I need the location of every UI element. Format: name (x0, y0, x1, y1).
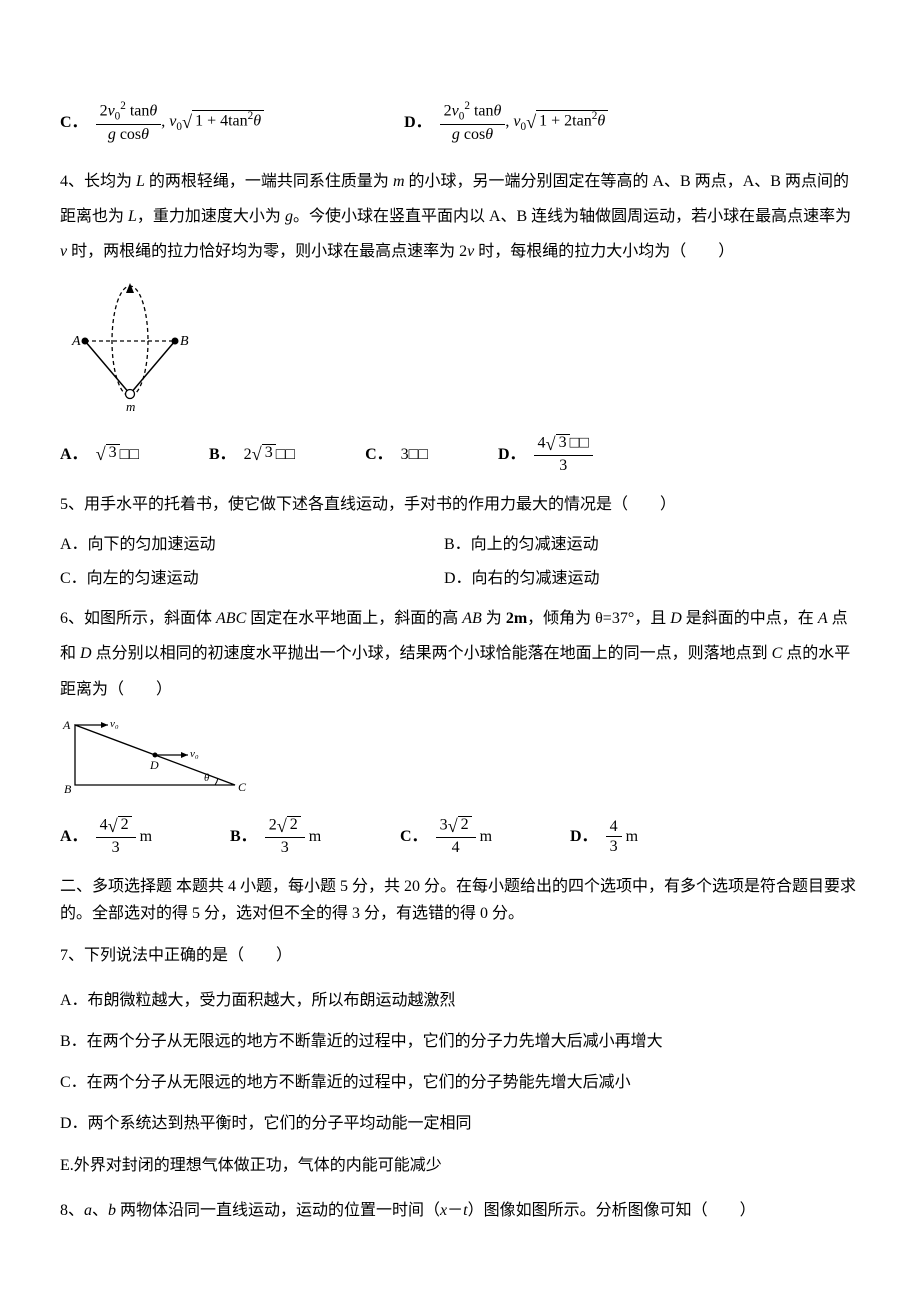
section2-heading: 二、多项选择题 本题共 4 小题，每小题 5 分，共 20 分。在每小题给出的四… (60, 873, 860, 927)
q6-opt-a-label: A． (60, 824, 88, 850)
q4-opt-d-label: D． (498, 446, 526, 463)
q6-diagram: A B C D v₀ v₀ θ (60, 717, 860, 806)
q6-opt-c-frac: 3√24 (436, 815, 476, 859)
q3-opt-c-frac: 2v02 tanθ g cosθ (96, 100, 162, 146)
q7-stem: 7、下列说法中正确的是（ ） (60, 938, 860, 973)
q7-opt-c: C．在两个分子从无限远的地方不断靠近的过程中，它们的分子势能先增大后减小 (60, 1065, 860, 1100)
q6-opt-d-label: D． (570, 824, 598, 850)
q5-options-row2: C．向左的匀速运动 D．向右的匀减速运动 (60, 566, 860, 592)
q7-opt-d: D．两个系统达到热平衡时，它们的分子平均动能一定相同 (60, 1106, 860, 1141)
svg-text:θ: θ (204, 772, 210, 784)
svg-text:B: B (180, 334, 189, 349)
q3-opt-c-label: C． (60, 110, 88, 136)
svg-text:D: D (149, 758, 159, 772)
q3-opt-c-num: 2v02 tanθ (96, 100, 162, 125)
q4-opt-a-label: A． (60, 446, 88, 463)
q6-opt-b-unit: m (309, 824, 321, 850)
q3-opt-c-den: g cosθ (96, 125, 162, 146)
svg-text:A: A (71, 334, 81, 349)
q7-opt-a: A．布朗微粒越大，受力面积越大，所以布朗运动越激烈 (60, 983, 860, 1018)
q6-opt-c-unit: m (480, 824, 492, 850)
svg-text:v₀: v₀ (110, 718, 119, 730)
q6-opt-a-frac: 4√23 (96, 815, 136, 859)
q4-opt-b-body: 2√3□□ (244, 446, 295, 463)
svg-text:A: A (62, 718, 71, 732)
q6-opt-a-unit: m (140, 824, 152, 850)
q7-opt-b: B．在两个分子从无限远的地方不断靠近的过程中，它们的分子力先增大后减小再增大 (60, 1024, 860, 1059)
q4-opt-b-label: B． (209, 446, 236, 463)
q3-opt-d-frac: 2v02 tanθ g cosθ (440, 100, 506, 146)
q4-diagram: A B m (60, 279, 860, 423)
q3-opt-d-num: 2v02 tanθ (440, 100, 506, 125)
q5-stem: 5、用手水平的托着书，使它做下述各直线运动，手对书的作用力最大的情况是（ ） (60, 487, 860, 522)
q3-opt-c-radical: √1 + 4tan2θ (182, 108, 264, 137)
q6-opt-b-frac: 2√23 (265, 815, 305, 859)
q3-opt-c-tail: , v0 (161, 109, 182, 137)
q4-opt-c-label: C． (365, 446, 393, 463)
q5-opt-b: B．向上的匀减速运动 (444, 532, 599, 558)
svg-text:v₀: v₀ (190, 748, 199, 760)
q5-options-row1: A．向下的匀加速运动 B．向上的匀减速运动 (60, 532, 860, 558)
q4-opt-a-body: √3□□ (96, 446, 139, 463)
q4-opt-c-body: 3□□ (401, 446, 428, 463)
q5-opt-d: D．向右的匀减速运动 (444, 566, 600, 592)
q4-stem: 4、长均为 L 的两根轻绳，一端共同系住质量为 m 的小球，另一端分别固定在等高… (60, 164, 860, 270)
svg-text:B: B (64, 782, 72, 796)
q4-options: A． √3□□ B． 2√3□□ C． 3□□ D． 4√3□□3 (60, 433, 860, 477)
q6-opt-d-frac: 43 (606, 817, 622, 858)
q3-opt-d-label: D． (404, 110, 432, 136)
q3-opt-d-den: g cosθ (440, 125, 506, 146)
q6-opt-c-label: C． (400, 824, 428, 850)
q3-opt-d-radical: √1 + 2tan2θ (526, 108, 608, 137)
q3-options-cd: C． 2v02 tanθ g cosθ , v0 √1 + 4tan2θ D． … (60, 100, 860, 146)
svg-text:m: m (126, 399, 135, 414)
q6-opt-b-label: B． (230, 824, 257, 850)
svg-text:C: C (238, 780, 247, 794)
q6-stem: 6、如图所示，斜面体 ABC 固定在水平地面上，斜面的高 AB 为 2m，倾角为… (60, 601, 860, 707)
q4-opt-d-body: 4√3□□3 (534, 446, 593, 463)
q5-opt-a: A．向下的匀加速运动 (60, 532, 400, 558)
q8-stem: 8、a、b 两物体沿同一直线运动，运动的位置一时间（x－t）图像如图所示。分析图… (60, 1193, 860, 1228)
q5-opt-c: C．向左的匀速运动 (60, 566, 400, 592)
q7-opt-e: E.外界对封闭的理想气体做正功，气体的内能可能减少 (60, 1148, 860, 1183)
q6-options: A． 4√23 m B． 2√23 m C． 3√24 m D． 43 m (60, 815, 860, 859)
q3-opt-d-tail: , v0 (505, 109, 526, 137)
q6-opt-d-unit: m (626, 824, 638, 850)
